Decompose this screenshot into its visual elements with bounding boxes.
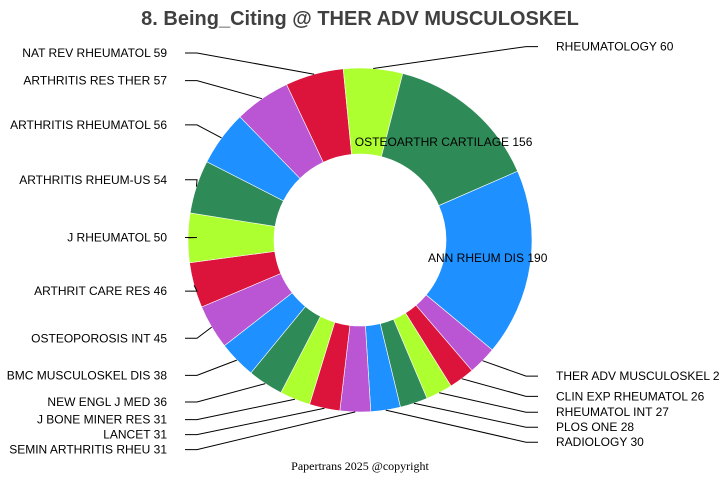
- leader-line-rheumatology: [373, 46, 538, 69]
- label-plos-one: PLOS ONE 28: [556, 420, 634, 434]
- label-ann-rheum-dis: ANN RHEUM DIS 190: [428, 251, 548, 265]
- label-arthritis-res-ther: ARTHRITIS RES THER 57: [23, 74, 167, 88]
- label-semin-arthritis-rheu: SEMIN ARTHRITIS RHEU 31: [9, 443, 167, 457]
- labels-group: ANN RHEUM DIS 190 OSTEOARTHR CARTILAGE 15…: [7, 40, 720, 457]
- leader-line-semin-arthritis-rheu: [185, 411, 356, 451]
- label-bmc-musculoskel-dis: BMC MUSCULOSKEL DIS 38: [7, 368, 168, 382]
- label-j-rheumatol: J RHEUMATOL 50: [67, 231, 167, 245]
- slices-group: [187, 67, 533, 413]
- leader-line-osteoporosis-int: [185, 326, 213, 339]
- chart-title: 8. Being_Citing @ THER ADV MUSCULOSKEL: [141, 8, 579, 30]
- leader-line-plos-one: [413, 402, 538, 428]
- leader-line-new-engl-j-med: [185, 383, 266, 403]
- label-clin-exp-rheumatol: CLIN EXP RHEUMATOL 26: [556, 389, 705, 403]
- label-lancet: LANCET 31: [103, 428, 167, 442]
- leader-line-lancet: [185, 407, 325, 436]
- label-j-bone-miner-res: J BONE MINER RES 31: [37, 413, 167, 427]
- leader-line-arthrit-care-res: [185, 285, 198, 292]
- leader-line-arthritis-res-ther: [185, 80, 263, 100]
- leader-line-arthritis-rheum-us: [185, 179, 198, 187]
- leader-line-nat-rev-rheumatol: [185, 52, 315, 75]
- slice-osteoarthr-cartilage: [381, 73, 519, 206]
- leader-line-arthritis-rheumatol: [185, 124, 222, 139]
- leader-line-j-bone-miner-res: [185, 398, 296, 421]
- leader-line-ther-adv-musculoskel: [482, 360, 538, 377]
- leader-line-clin-exp-rheumatol: [461, 378, 538, 397]
- label-new-engl-j-med: NEW ENGL J MED 36: [47, 395, 167, 409]
- leader-line-radiology: [385, 409, 538, 443]
- leaders-group: [185, 46, 538, 451]
- label-rheumatology: RHEUMATOLOGY 60: [556, 40, 674, 54]
- copyright-footer: Papertrans 2025 @copyright: [291, 459, 429, 473]
- leader-line-rheumatol-int: [439, 392, 538, 413]
- leader-line-bmc-musculoskel-dis: [185, 359, 237, 376]
- label-arthrit-care-res: ARTHRIT CARE RES 46: [34, 284, 167, 298]
- label-ther-adv-musculoskel: THER ADV MUSCULOSKEL 29: [556, 369, 720, 383]
- label-arthritis-rheum-us: ARTHRITIS RHEUM-US 54: [19, 173, 167, 187]
- label-rheumatol-int: RHEUMATOL INT 27: [556, 405, 669, 419]
- label-osteoporosis-int: OSTEOPOROSIS INT 45: [31, 331, 167, 345]
- label-arthritis-rheumatol: ARTHRITIS RHEUMATOL 56: [10, 118, 167, 132]
- label-osteoarthr-cartilage: OSTEOARTHR CARTILAGE 156: [355, 135, 533, 149]
- label-radiology: RADIOLOGY 30: [556, 435, 644, 449]
- label-nat-rev-rheumatol: NAT REV RHEUMATOL 59: [22, 46, 167, 60]
- slice-ann-rheum-dis: [425, 170, 533, 351]
